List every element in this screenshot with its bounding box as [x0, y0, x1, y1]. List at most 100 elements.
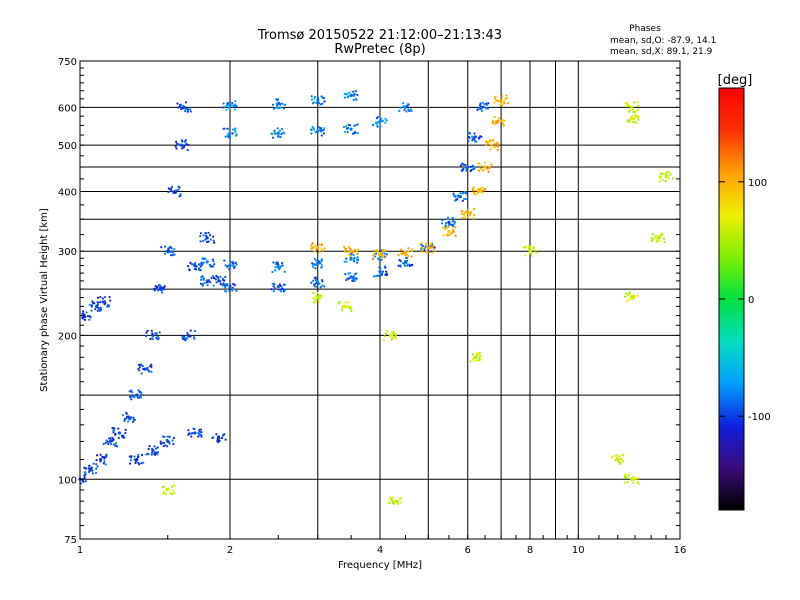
data-point	[95, 467, 98, 470]
data-point	[381, 120, 384, 123]
data-point	[154, 332, 157, 335]
data-point	[651, 232, 655, 236]
data-point	[210, 265, 213, 268]
data-point	[433, 249, 437, 252]
data-point	[374, 275, 378, 278]
data-point	[655, 235, 658, 239]
data-point	[452, 228, 455, 231]
data-point	[452, 223, 455, 226]
data-point	[133, 455, 136, 458]
data-point	[102, 442, 105, 446]
data-point	[411, 248, 414, 251]
data-point	[147, 452, 150, 456]
data-point	[182, 337, 185, 341]
data-point	[347, 126, 350, 130]
data-point	[495, 99, 498, 102]
data-point	[315, 280, 318, 283]
tick-layer: 1 2 4 6 8 10 16 75 100 200 300 400 500 600 750	[58, 57, 686, 556]
data-point	[207, 280, 210, 283]
data-point	[465, 210, 468, 213]
data-point	[356, 93, 359, 97]
data-point	[175, 147, 178, 150]
data-point	[160, 246, 163, 249]
data-point	[478, 356, 481, 359]
data-point	[466, 215, 469, 219]
data-point	[272, 107, 276, 110]
data-point	[493, 122, 497, 126]
data-point	[166, 438, 169, 442]
data-point	[184, 107, 187, 110]
data-point	[354, 131, 357, 135]
data-point	[168, 435, 171, 438]
data-point	[173, 484, 176, 487]
data-point	[323, 247, 326, 250]
data-point	[129, 395, 132, 399]
data-point	[82, 316, 85, 319]
data-point	[156, 453, 159, 456]
data-point	[475, 352, 478, 355]
data-point	[479, 104, 482, 107]
data-point	[282, 107, 286, 110]
data-point	[483, 189, 486, 192]
data-point	[114, 442, 118, 445]
data-point	[235, 104, 238, 107]
data-point	[117, 436, 120, 439]
data-point	[162, 288, 166, 291]
data-point	[167, 191, 170, 194]
data-point	[170, 189, 173, 193]
data-point	[148, 445, 151, 448]
data-point	[283, 283, 287, 286]
data-point	[406, 104, 409, 107]
data-point	[480, 167, 483, 170]
data-point	[460, 210, 463, 213]
data-point	[124, 417, 128, 420]
data-point	[527, 245, 530, 249]
data-point	[499, 98, 503, 103]
data-point	[278, 266, 281, 269]
data-point	[111, 439, 114, 442]
data-point	[392, 336, 396, 339]
data-point	[663, 240, 666, 244]
data-point	[156, 289, 160, 292]
data-point	[452, 192, 455, 195]
data-point	[183, 140, 186, 143]
data-point	[140, 393, 143, 396]
data-point	[348, 271, 351, 275]
data-point	[484, 102, 488, 105]
data-point	[106, 305, 109, 308]
data-point	[399, 106, 402, 109]
data-point	[198, 428, 201, 432]
data-point	[171, 489, 174, 492]
data-point	[153, 445, 156, 448]
data-point	[382, 249, 385, 252]
data-point	[658, 175, 661, 178]
data-point	[227, 103, 230, 107]
data-point	[472, 217, 475, 220]
data-point	[233, 103, 236, 106]
data-point	[380, 253, 383, 257]
data-point	[402, 261, 405, 265]
data-point	[662, 237, 666, 240]
data-point	[632, 478, 635, 481]
data-point	[379, 117, 382, 120]
data-point	[484, 165, 488, 168]
data-point	[349, 127, 353, 131]
data-point	[141, 365, 144, 368]
y-tick-label: 300	[58, 247, 77, 258]
data-point	[172, 191, 175, 194]
data-point	[161, 291, 164, 294]
data-point	[459, 192, 462, 195]
data-point	[205, 260, 209, 264]
data-point	[186, 331, 189, 335]
data-point	[628, 110, 631, 113]
data-point	[279, 103, 282, 106]
data-point	[320, 264, 324, 267]
data-point	[131, 391, 134, 394]
data-point	[377, 258, 380, 261]
data-point	[390, 337, 394, 340]
data-point	[101, 300, 104, 303]
data-point	[349, 247, 352, 251]
data-point	[224, 438, 227, 441]
data-point	[454, 234, 457, 237]
data-point	[278, 129, 282, 132]
